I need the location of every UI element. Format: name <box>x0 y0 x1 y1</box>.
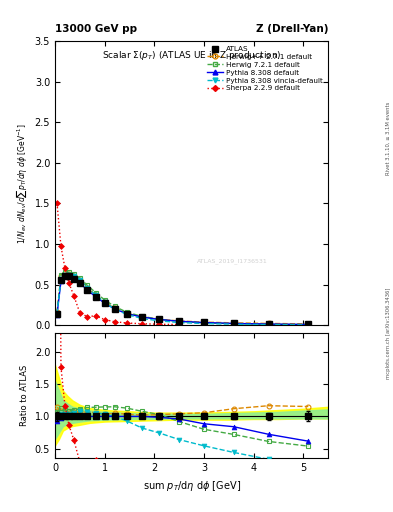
Text: Rivet 3.1.10, ≥ 3.1M events: Rivet 3.1.10, ≥ 3.1M events <box>386 101 391 175</box>
Text: ATLAS_2019_I1736531: ATLAS_2019_I1736531 <box>197 259 268 264</box>
Text: 13000 GeV pp: 13000 GeV pp <box>55 24 137 34</box>
Text: Z (Drell-Yan): Z (Drell-Yan) <box>256 24 328 34</box>
X-axis label: sum $p_T$/d$\eta$ d$\phi$ [GeV]: sum $p_T$/d$\eta$ d$\phi$ [GeV] <box>143 479 241 493</box>
Y-axis label: Ratio to ATLAS: Ratio to ATLAS <box>20 365 29 426</box>
Text: Scalar $\Sigma(p_T)$ (ATLAS UE in Z production): Scalar $\Sigma(p_T)$ (ATLAS UE in Z prod… <box>102 50 281 62</box>
Legend: ATLAS, Herwig++ 2.7.1 default, Herwig 7.2.1 default, Pythia 8.308 default, Pythi: ATLAS, Herwig++ 2.7.1 default, Herwig 7.… <box>206 45 325 93</box>
Text: mcplots.cern.ch [arXiv:1306.3436]: mcplots.cern.ch [arXiv:1306.3436] <box>386 287 391 378</box>
Y-axis label: $1/N_{ev}\ dN_{ev}/d\sum p_T/d\eta\ d\phi\ [\mathrm{GeV}^{-1}]$: $1/N_{ev}\ dN_{ev}/d\sum p_T/d\eta\ d\ph… <box>15 122 29 244</box>
